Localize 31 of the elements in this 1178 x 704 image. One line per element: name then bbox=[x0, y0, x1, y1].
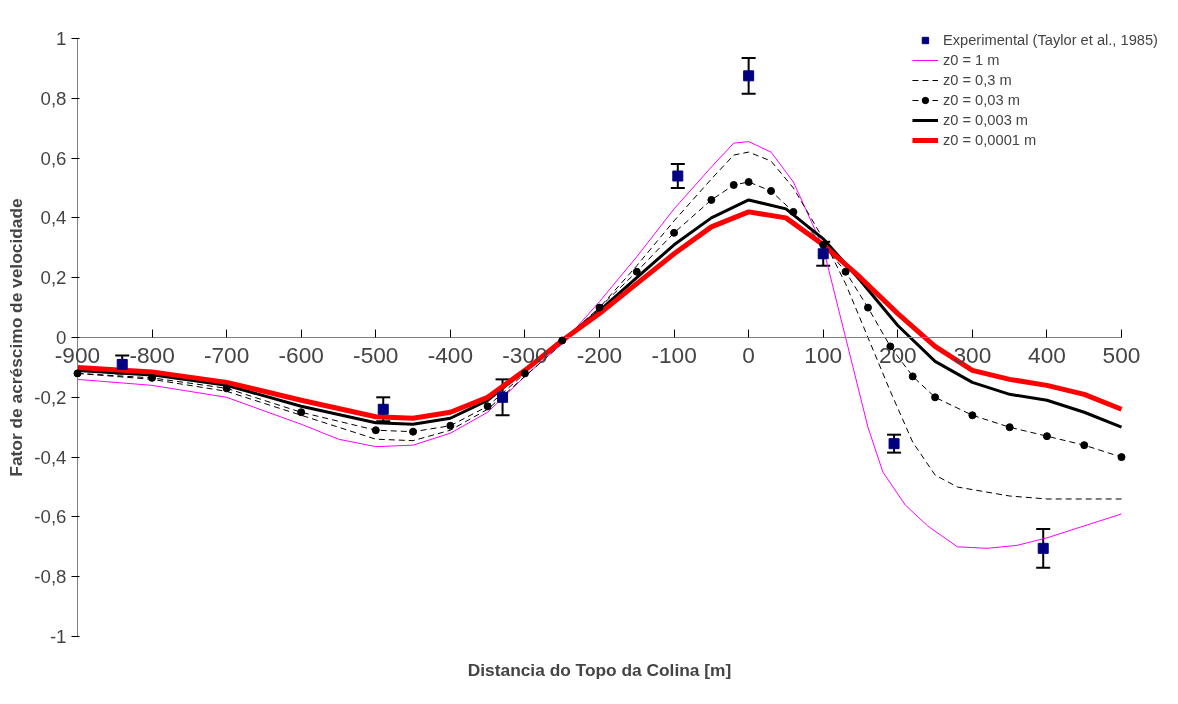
x-tick-label: -800 bbox=[129, 341, 175, 368]
x-tick-label: 100 bbox=[804, 341, 843, 368]
y-tick-label: 0,4 bbox=[40, 207, 67, 229]
x-tick-label: -100 bbox=[651, 341, 697, 368]
y-tick-label: -0,6 bbox=[34, 506, 67, 528]
legend-label: z0 = 0,03 m bbox=[942, 91, 1020, 110]
x-tick-label: 200 bbox=[878, 341, 917, 368]
legend-label: Experimental (Taylor et al., 1985) bbox=[942, 31, 1158, 50]
y-tick-label: 0,6 bbox=[40, 147, 67, 169]
y-tick-label: 1 bbox=[56, 27, 67, 49]
x-tick-label: 300 bbox=[953, 341, 992, 368]
y-tick-label: 0,2 bbox=[40, 267, 67, 289]
y-tick-label: -0,8 bbox=[34, 566, 67, 588]
x-tick-label: -700 bbox=[203, 341, 250, 368]
legend-label: z0 = 1 m bbox=[942, 51, 1000, 70]
x-tick-label: -500 bbox=[353, 341, 399, 368]
y-tick-label: -0,2 bbox=[34, 386, 67, 408]
legend-label: z0 = 0,003 m bbox=[942, 111, 1029, 130]
x-tick-label: -400 bbox=[427, 341, 474, 368]
x-tick-label: -200 bbox=[576, 341, 623, 368]
x-tick-label: -600 bbox=[278, 341, 324, 368]
x-tick-label: 400 bbox=[1028, 341, 1066, 368]
x-tick-label: 0 bbox=[742, 341, 755, 368]
y-tick-label: 0,8 bbox=[40, 87, 67, 109]
y-axis-title: Fator de acréscimo de velocidade bbox=[5, 197, 26, 477]
y-tick-label: -1 bbox=[49, 626, 67, 648]
x-axis-title: Distancia do Topo da Colina [m] bbox=[467, 659, 732, 680]
legend-label: z0 = 0,3 m bbox=[942, 71, 1012, 90]
y-tick-label: -0,4 bbox=[34, 446, 67, 468]
x-tick-label: 500 bbox=[1102, 341, 1141, 368]
legend-label: z0 = 0,0001 m bbox=[942, 131, 1037, 150]
